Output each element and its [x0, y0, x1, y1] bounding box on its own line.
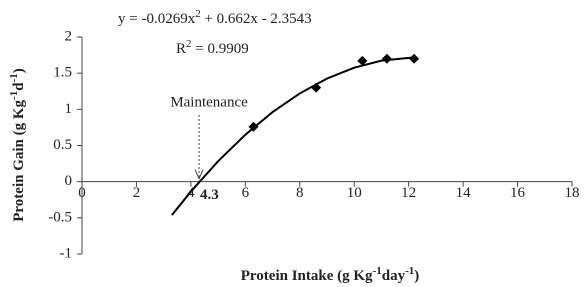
trend-line — [171, 56, 415, 216]
x-title-sup: -1 — [405, 265, 414, 277]
x-tick-label: 6 — [242, 185, 250, 201]
x-tick-label: 8 — [296, 185, 304, 201]
r-squared: R2 = 0.9909 — [176, 38, 249, 58]
x-axis-title: Protein Intake (g Kg-1day-1) — [241, 265, 420, 285]
x-tick-label: 10 — [347, 185, 362, 201]
data-point — [357, 55, 368, 66]
data-point — [381, 53, 392, 64]
x-tick-label: 16 — [510, 185, 526, 201]
data-point — [409, 53, 420, 64]
r-text: R — [176, 41, 186, 57]
x-title-sup: -1 — [373, 265, 382, 277]
y-title-text: ) — [11, 68, 27, 73]
equation-text: y = -0.0269x — [118, 11, 196, 27]
x-title-text: Protein Intake (g Kg — [241, 268, 373, 284]
x-tick-label: 4 — [187, 185, 195, 201]
equation-text: + 0.662x - 2.3543 — [201, 11, 312, 27]
r-text: = 0.9909 — [192, 41, 249, 57]
y-tick-label: 2 — [65, 28, 73, 44]
y-tick-label: -0.5 — [48, 209, 72, 225]
x-tick-label: 0 — [78, 185, 86, 201]
equation: y = -0.0269x2 + 0.662x - 2.3543 — [118, 8, 312, 28]
x-tick-label: 12 — [401, 185, 416, 201]
x-tick-label: 18 — [565, 185, 580, 201]
y-tick-label: 0 — [65, 173, 73, 189]
y-tick-label: 0.5 — [53, 137, 72, 153]
y-title-sup: -1 — [8, 73, 20, 82]
equation-sup: 2 — [195, 8, 201, 20]
y-tick-label: 1 — [65, 101, 73, 117]
annotation-value: 4.3 — [200, 187, 219, 203]
y-axis-title: Protein Gain (g Kg-1d-1) — [8, 68, 28, 222]
y-title-sup: -1 — [8, 91, 20, 100]
x-title-text: day — [382, 268, 406, 284]
x-tick-label: 14 — [456, 185, 472, 201]
y-tick-label: 1.5 — [53, 65, 72, 81]
y-tick-label: -1 — [60, 245, 73, 261]
x-title-text: ) — [414, 268, 419, 284]
y-title-text: Protein Gain (g Kg — [11, 99, 27, 221]
y-title-text: d — [11, 82, 27, 91]
x-tick-label: 2 — [133, 185, 141, 201]
r-sup: 2 — [186, 38, 192, 50]
arrow-head — [194, 169, 204, 180]
annotation-label: Maintenance — [170, 94, 248, 110]
